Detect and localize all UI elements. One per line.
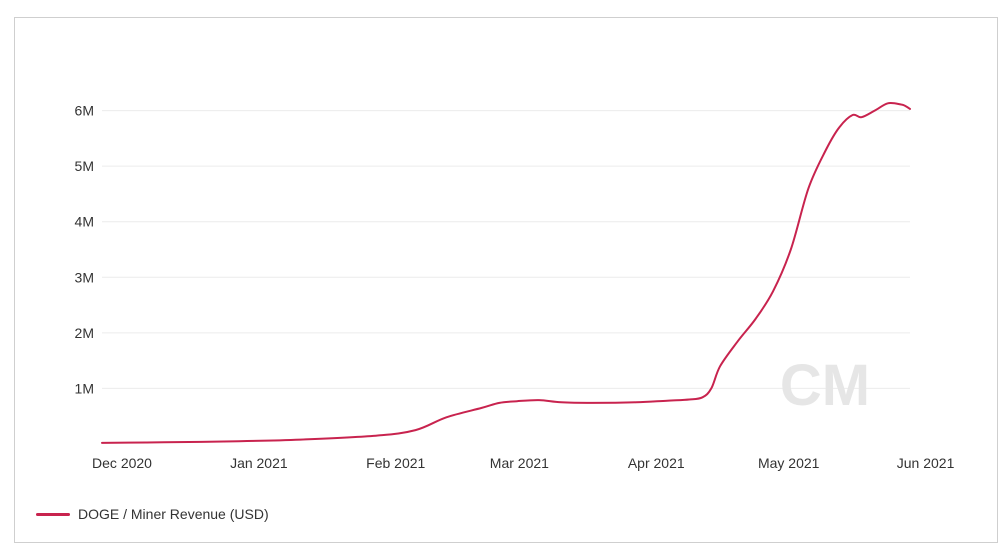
y-axis-ticks: 1M 2M 3M 4M 5M 6M — [75, 103, 94, 397]
x-tick-label: Jun 2021 — [897, 455, 955, 471]
x-tick-label: Jan 2021 — [230, 455, 288, 471]
x-axis-ticks: Dec 2020 Jan 2021 Feb 2021 Mar 2021 Apr 2021… — [92, 455, 955, 471]
y-tick-label: 2M — [75, 325, 94, 341]
y-tick-label: 1M — [75, 380, 94, 396]
series-line[interactable] — [101, 101, 911, 444]
legend-swatch — [36, 512, 70, 516]
chart-frame — [14, 17, 998, 543]
y-tick-label: 4M — [75, 214, 94, 230]
grid-lines — [102, 110, 910, 389]
x-tick-label: Mar 2021 — [490, 455, 549, 471]
watermark: CM — [780, 353, 870, 418]
x-tick-label: Feb 2021 — [366, 455, 425, 471]
watermark-text: CM — [780, 353, 870, 418]
y-tick-label: 5M — [75, 158, 94, 174]
x-tick-label: Apr 2021 — [628, 455, 685, 471]
x-tick-label: May 2021 — [758, 455, 820, 471]
y-tick-label: 3M — [75, 269, 94, 285]
y-tick-label: 6M — [75, 103, 94, 119]
legend[interactable]: DOGE / Miner Revenue (USD) — [36, 504, 269, 524]
legend-label: DOGE / Miner Revenue (USD) — [78, 506, 269, 522]
x-tick-label: Dec 2020 — [92, 455, 152, 471]
series-layer — [101, 101, 911, 444]
